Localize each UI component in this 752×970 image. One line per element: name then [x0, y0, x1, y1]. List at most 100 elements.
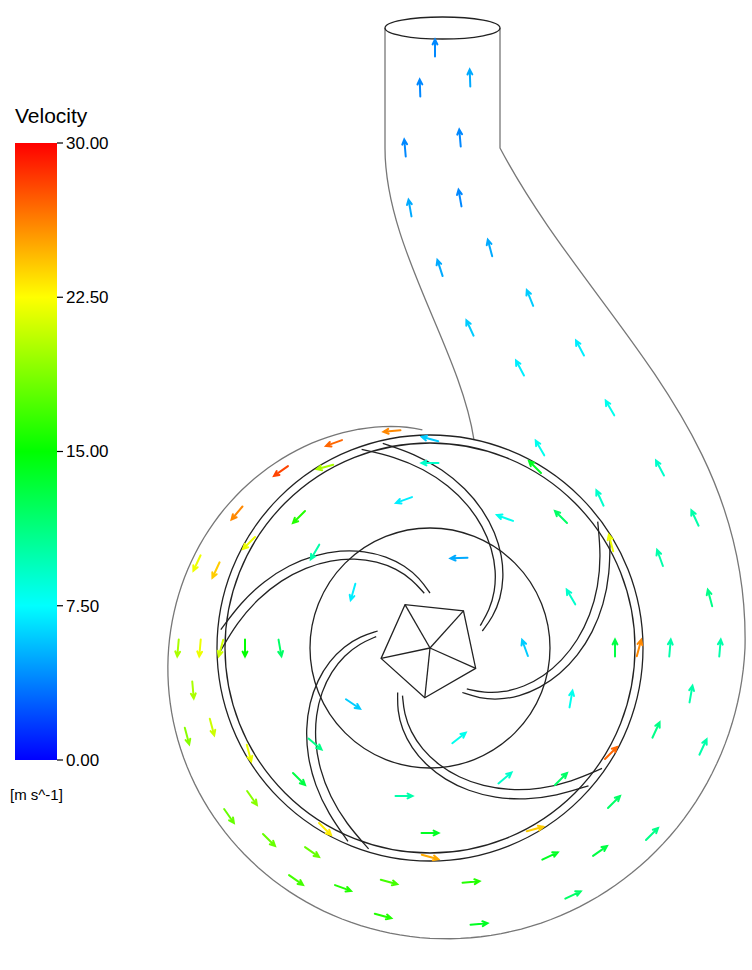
velocity-vector	[232, 506, 243, 519]
velocity-vector	[451, 556, 468, 561]
colorbar-tick-label: 30.00	[66, 134, 109, 153]
velocity-vector	[646, 828, 658, 840]
impeller-ring	[217, 435, 643, 861]
velocity-vector	[613, 640, 618, 657]
velocity-vector	[422, 831, 439, 836]
velocity-vector	[224, 809, 234, 823]
velocity-vector	[516, 360, 524, 375]
pump-geometry	[168, 17, 745, 939]
blade	[362, 449, 496, 625]
impeller-ring	[225, 443, 635, 853]
blade	[383, 443, 503, 631]
velocity-vector	[457, 190, 462, 207]
velocity-vector	[317, 465, 333, 470]
colorbar-tick	[57, 142, 63, 143]
velocity-vector	[467, 70, 472, 87]
velocity-vector	[565, 891, 580, 898]
colorbar-tick-label: 0.00	[66, 751, 99, 770]
hub-spoke	[381, 648, 430, 658]
colorbar-tick	[57, 451, 63, 452]
blade	[316, 637, 377, 849]
velocity-vector	[350, 584, 356, 600]
velocity-vector	[274, 466, 288, 476]
velocity-vector	[247, 745, 252, 761]
velocity-vector	[417, 80, 422, 97]
velocity-vector	[699, 739, 706, 754]
blade	[307, 631, 378, 841]
velocity-vector	[305, 847, 319, 857]
velocity-vector	[718, 640, 723, 657]
velocity-vector	[527, 826, 543, 831]
velocity-vector	[218, 640, 223, 656]
velocity-vector	[319, 823, 331, 835]
velocity-vector	[691, 510, 698, 525]
velocity-vector	[396, 794, 413, 799]
velocity-vector	[452, 733, 465, 743]
colorbar-tick-label: 22.50	[66, 288, 109, 307]
colorbar-tick	[57, 759, 63, 760]
velocity-vector	[381, 880, 397, 885]
velocity-vector	[185, 728, 190, 744]
velocity-vector	[346, 699, 360, 709]
colorbar-gradient	[15, 143, 57, 760]
velocity-vector	[608, 535, 613, 551]
hub-spoke	[405, 605, 430, 648]
blade	[220, 559, 424, 652]
volute-wall	[168, 28, 745, 939]
chart: 0.007.5015.0022.5030.00Velocity[m s^-1]	[0, 0, 752, 970]
velocity-vector	[407, 200, 412, 217]
velocity-vector	[536, 441, 545, 456]
velocity-vector	[457, 130, 462, 147]
velocity-vector	[707, 590, 712, 606]
velocity-vector	[422, 855, 438, 860]
velocity-vector	[243, 537, 255, 549]
velocity-vector	[522, 640, 528, 656]
hub-spoke	[425, 648, 430, 698]
velocity-vector	[396, 497, 412, 503]
velocity-vector	[311, 545, 320, 560]
hub	[381, 605, 476, 698]
velocity-vector	[567, 590, 576, 605]
velocity-vector	[243, 640, 248, 657]
velocity-vector	[608, 796, 620, 808]
velocity-vector	[526, 290, 533, 306]
velocity-vector	[471, 921, 488, 926]
velocity-vector	[335, 885, 351, 891]
velocity-vector	[605, 747, 617, 759]
velocity-vector	[422, 436, 438, 441]
velocity-vector	[289, 875, 303, 885]
velocity-vector	[466, 320, 473, 335]
velocity-vector	[384, 429, 401, 434]
velocity-vector	[210, 719, 215, 735]
velocity-vector	[191, 682, 196, 699]
velocity-vector	[402, 140, 407, 157]
impeller-ring	[310, 528, 550, 768]
velocity-vector	[375, 914, 391, 919]
blade	[403, 696, 603, 790]
velocity-vector	[293, 773, 305, 785]
velocity-vector	[542, 852, 557, 859]
velocity-vector	[326, 440, 342, 446]
velocity-vector	[197, 640, 202, 657]
velocity-vector	[689, 686, 694, 703]
velocity-vector	[175, 640, 180, 657]
velocity-vector	[278, 640, 283, 657]
velocity-vector	[293, 511, 305, 523]
velocity-vector	[433, 40, 438, 57]
vectors	[175, 40, 722, 927]
velocity-vector	[529, 461, 541, 473]
outlet	[385, 17, 500, 39]
velocity-vector	[657, 550, 663, 566]
velocity-vector	[437, 260, 443, 276]
hub-spoke	[430, 648, 476, 668]
colorbar-unit: [m s^-1]	[10, 786, 63, 803]
velocity-vector	[637, 640, 642, 656]
velocity-vector	[498, 773, 511, 784]
velocity-vector	[263, 834, 275, 846]
velocity-vector	[596, 490, 603, 505]
velocity-vector	[652, 722, 659, 737]
velocity-vector	[576, 340, 584, 355]
velocity-vector	[555, 511, 567, 523]
velocity-vector	[593, 846, 607, 856]
velocity-vector	[656, 460, 664, 475]
